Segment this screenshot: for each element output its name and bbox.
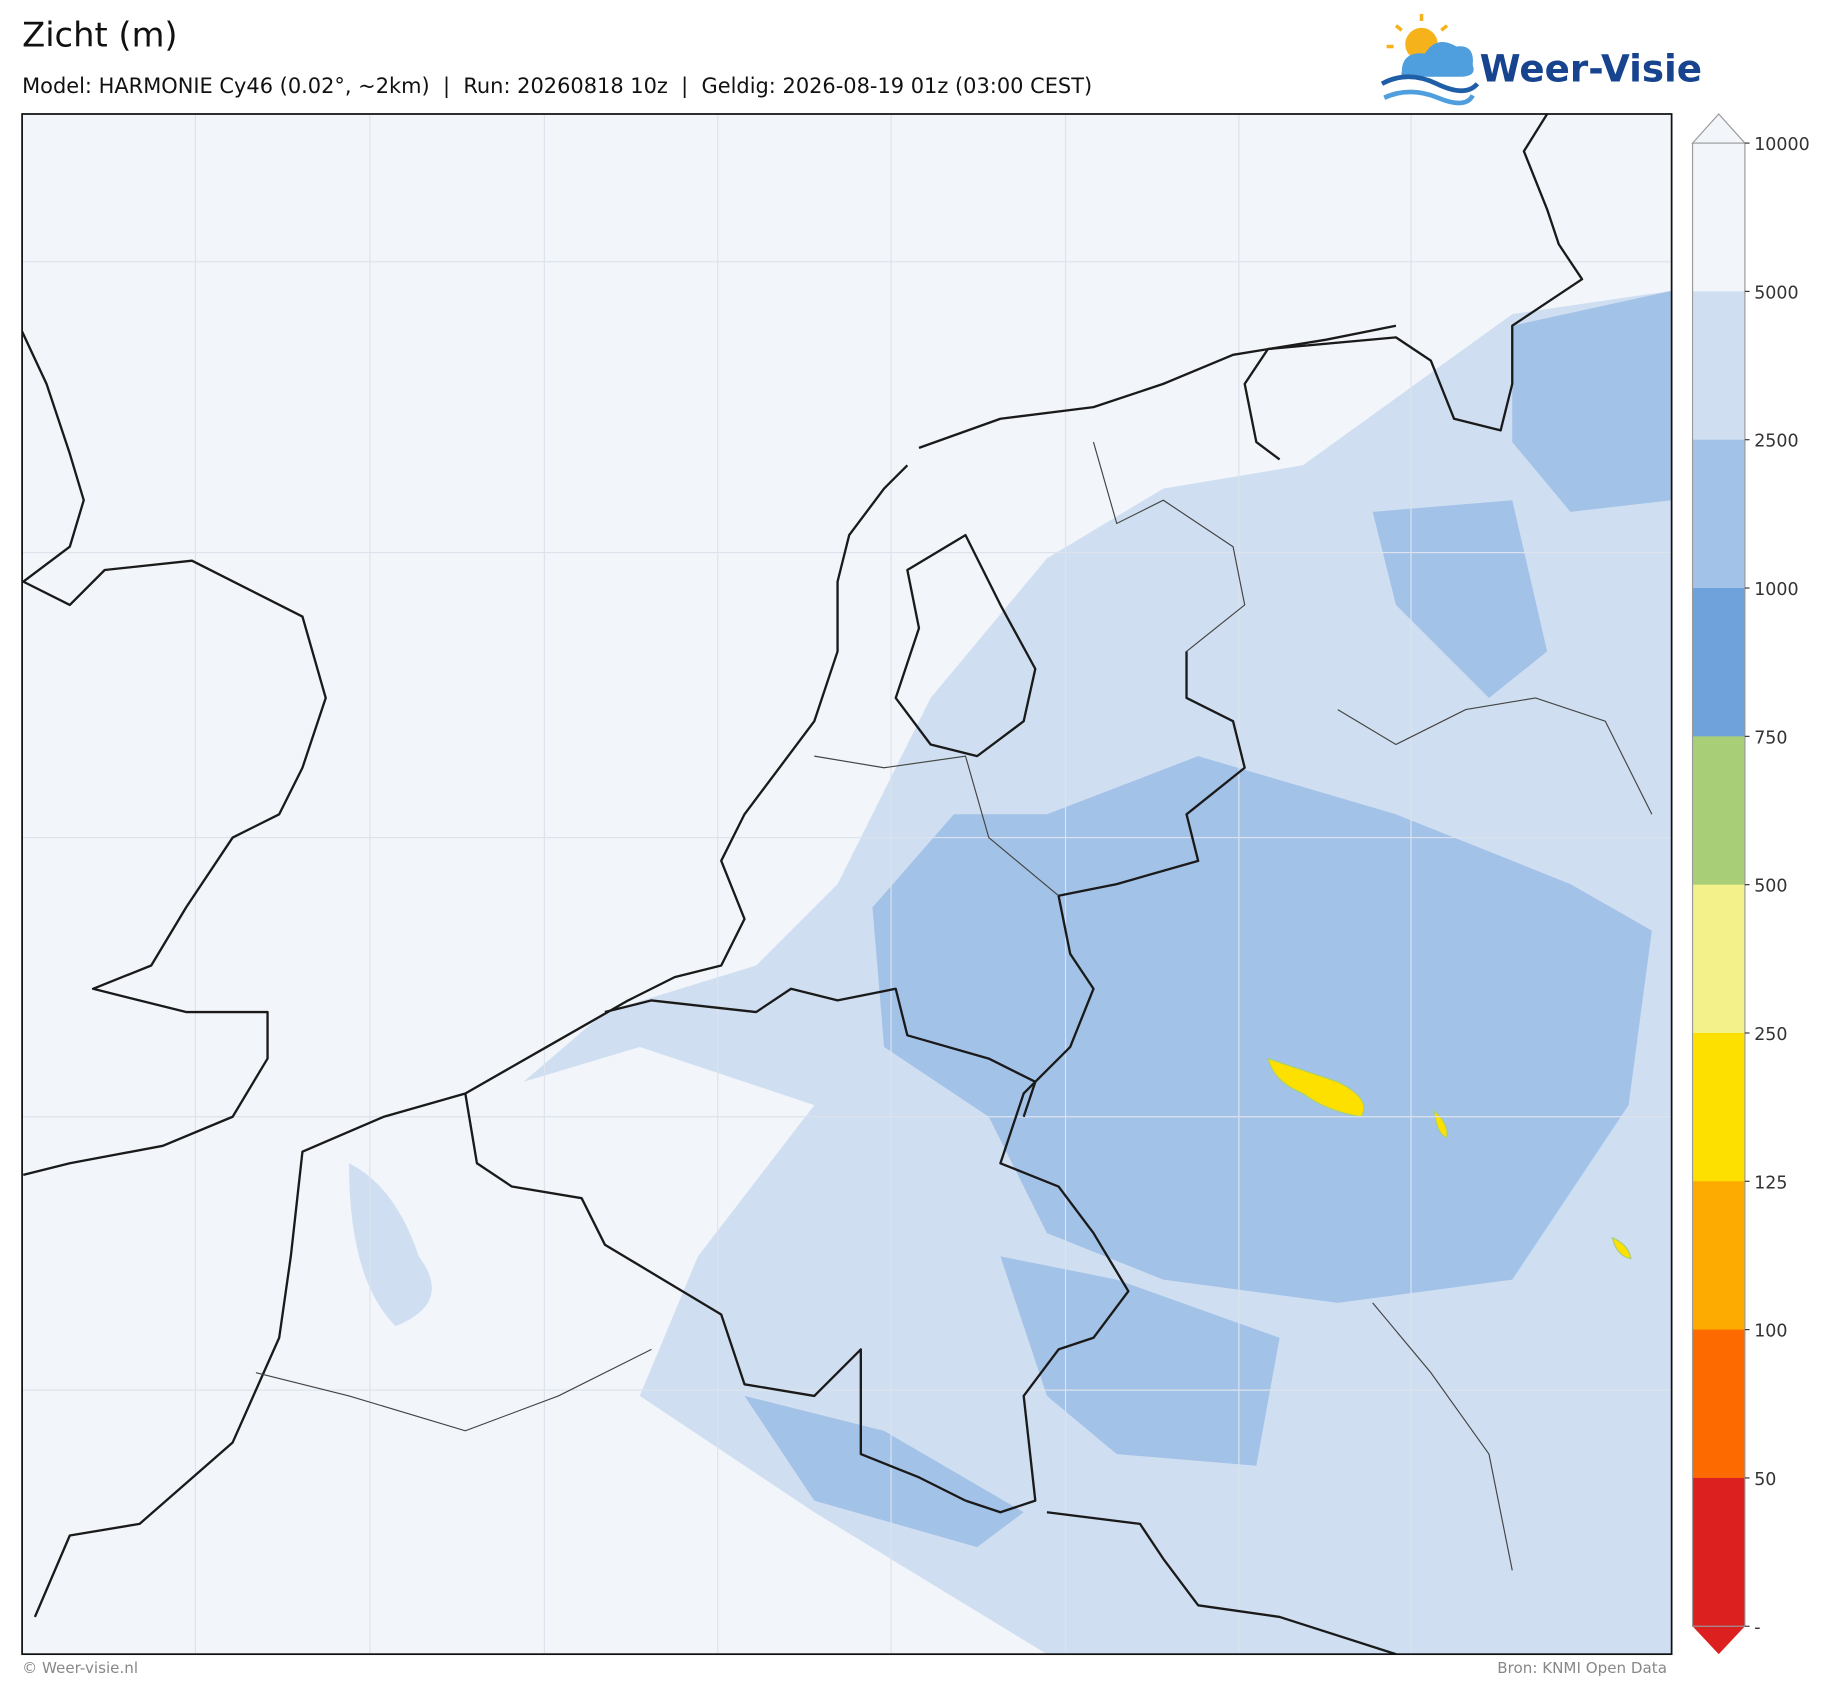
colorbar-segment (1692, 588, 1745, 737)
visibility-area (1611, 1236, 1632, 1260)
colorbar-tick-label: 125 (1754, 1173, 1787, 1193)
colorbar-tick-label: 500 (1754, 877, 1787, 897)
coastlines (22, 114, 1584, 1655)
map-frame (21, 113, 1673, 1656)
graticule (22, 114, 1672, 1655)
colorbar-tick-label: 5000 (1754, 283, 1798, 303)
title: Zicht (m) (22, 16, 177, 55)
colorbar-segment (1692, 143, 1745, 292)
colorbar-segment (1692, 736, 1745, 886)
colorbar-tick-label: 1000 (1754, 580, 1798, 600)
colorbar-tick-label: 250 (1754, 1025, 1787, 1045)
colorbar-segment (1692, 1477, 1745, 1627)
colorbar-extend-top (1691, 113, 1747, 144)
colorbar-tick-label: 50 (1754, 1470, 1776, 1490)
logo-cloud (1401, 42, 1474, 77)
colorbar-extend-bottom (1692, 1626, 1745, 1655)
figure-content: Zicht (m) Model: HARMONIE Cy46 (0.02°, ~… (21, 13, 1810, 1677)
logo: Weer-Visie (1380, 13, 1702, 106)
colorbar-tick-label: - (1754, 1618, 1760, 1638)
visibility-area (744, 1395, 1024, 1548)
colorbar-tick-label: 750 (1754, 728, 1787, 748)
colorbar-segment (1692, 1032, 1745, 1182)
subtitle: Model: HARMONIE Cy46 (0.02°, ~2km) | Run… (22, 74, 1092, 99)
logo-rays (1386, 13, 1449, 49)
visibility-area (1000, 1256, 1280, 1466)
colorbar: 10000 5000 2500 1000 750 500 250 125 100 50 - (1691, 113, 1810, 1655)
colorbar-segment (1692, 884, 1745, 1034)
colorbar-segment (1692, 439, 1745, 589)
footer-source: Bron: KNMI Open Data (1497, 1659, 1667, 1677)
colorbar-segment (1692, 1181, 1745, 1331)
colorbar-segment (1692, 291, 1745, 441)
colorbar-segment (1692, 1329, 1745, 1479)
colorbar-tick-label: 100 (1754, 1322, 1787, 1342)
visibility-area (1372, 500, 1548, 698)
visibility-area (1433, 1109, 1448, 1139)
logo-wave (1383, 89, 1475, 106)
logo-text: Weer-Visie (1480, 46, 1702, 90)
logo-wave (1380, 74, 1480, 94)
map (22, 114, 1672, 1655)
region-borders (255, 441, 1653, 1571)
visibility-area (1512, 290, 1672, 512)
colorbar-tick-label: 10000 (1754, 135, 1809, 155)
footer-credit: © Weer-visie.nl (22, 1659, 138, 1677)
colorbar-tick-label: 2500 (1754, 432, 1798, 452)
